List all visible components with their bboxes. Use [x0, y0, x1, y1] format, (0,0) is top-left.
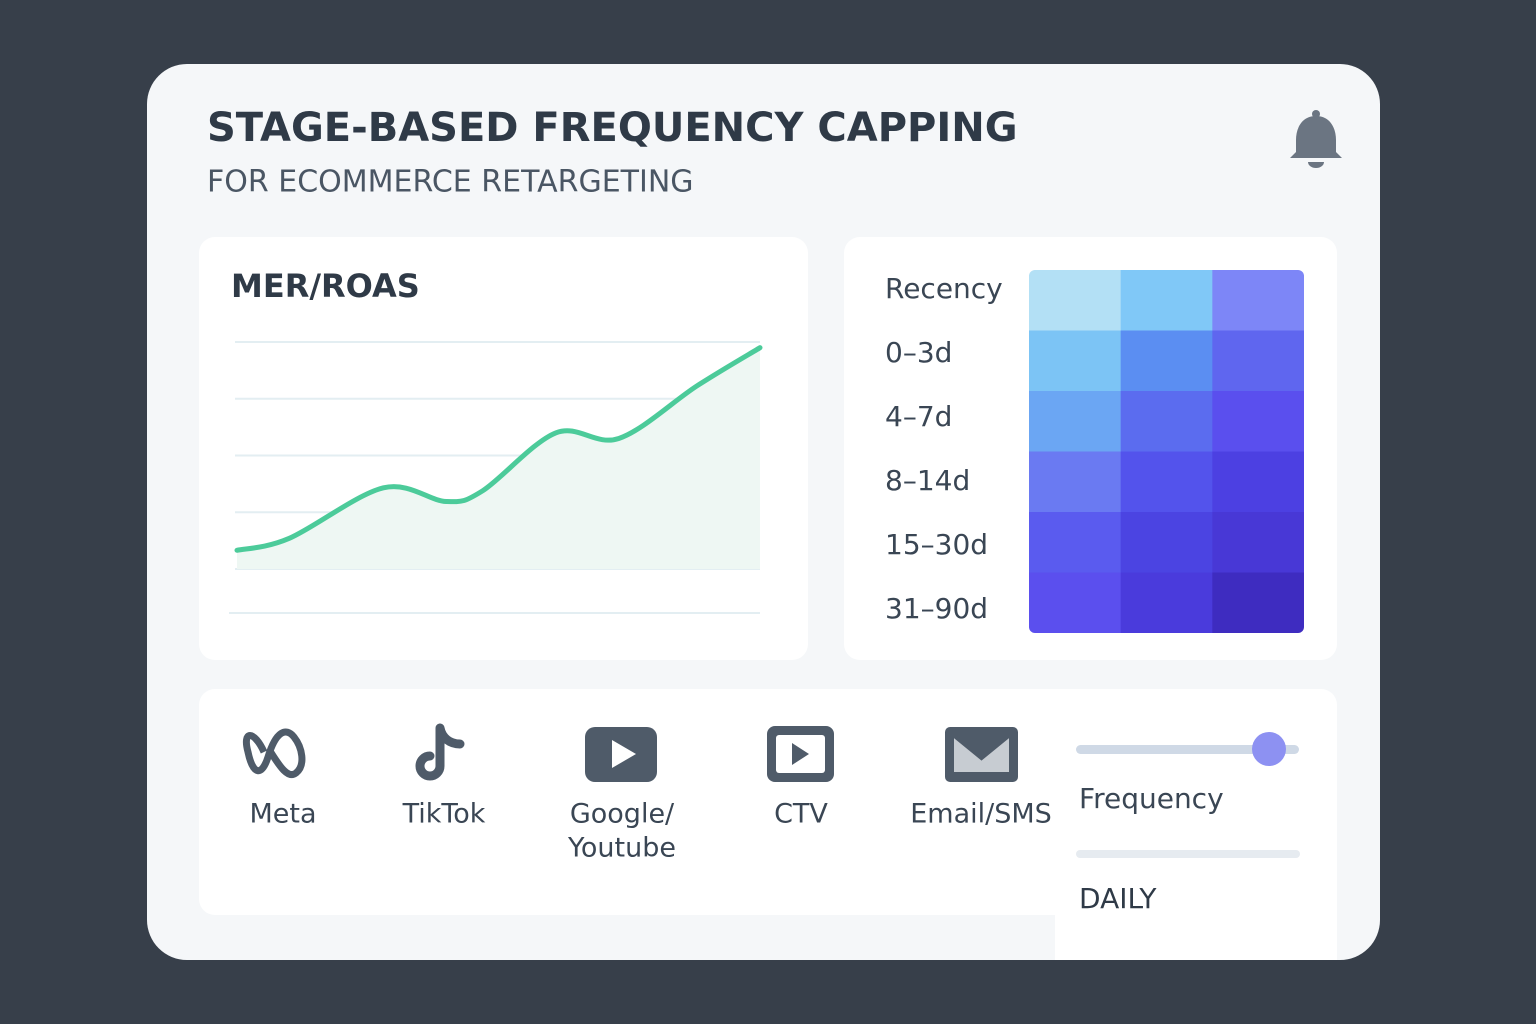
ctv-play — [792, 743, 809, 765]
heat-cell — [1120, 270, 1213, 331]
row-label: Recency — [885, 272, 1003, 305]
heat-cell — [1212, 451, 1304, 513]
meta-icon — [243, 728, 306, 778]
line — [234, 345, 763, 553]
heat-cell — [1120, 451, 1213, 513]
area — [237, 347, 760, 569]
cells — [1029, 270, 1304, 633]
heatmap: Recency 0–3d 4–7d 8–14d 15–30d 31–90d — [885, 270, 1304, 633]
channel-label: TikTok — [402, 799, 486, 830]
channel-label: Google/ — [570, 799, 675, 830]
heat-cell — [1029, 512, 1122, 573]
heat-cell — [1029, 572, 1122, 633]
tiktok-icon — [415, 723, 465, 781]
row-label: 15–30d — [885, 528, 988, 561]
heat-cell — [1212, 330, 1304, 392]
channel-label: Meta — [249, 799, 316, 830]
play-icon — [612, 740, 636, 768]
slider-track[interactable] — [1076, 745, 1299, 754]
envelope — [950, 732, 1013, 776]
heat-cell — [1029, 451, 1122, 513]
bell-icon[interactable] — [1290, 110, 1342, 168]
heat-cell — [1212, 270, 1304, 331]
channel-label: Email/SMS — [910, 799, 1052, 830]
row-label: 31–90d — [885, 592, 988, 625]
channel-panel — [199, 689, 1337, 915]
channels: Meta TikTok Google/Youtube CTV Email/SMS — [243, 723, 1052, 864]
divider — [1076, 850, 1300, 858]
heat-cell — [1120, 330, 1213, 392]
heat-cell — [1029, 330, 1122, 392]
heat-cell — [1120, 391, 1213, 452]
row-label: 8–14d — [885, 464, 970, 497]
subtitle: FOR ECOMMERCE RETARGETING — [207, 165, 694, 200]
title: STAGE-BASED FREQUENCY CAPPING — [207, 105, 1018, 151]
chart-title: MER/ROAS — [231, 267, 420, 305]
heat-cell — [1120, 512, 1213, 573]
heat-cell — [1212, 572, 1304, 633]
heat-cell — [1029, 270, 1122, 331]
channel-label: CTV — [774, 799, 828, 830]
period[interactable]: DAILY — [1079, 882, 1157, 915]
slider-thumb[interactable] — [1252, 732, 1286, 766]
heat-cell — [1212, 512, 1304, 573]
line-chart — [234, 341, 763, 570]
heat-cell — [1029, 391, 1122, 452]
channel-label: Youtube — [567, 833, 676, 864]
heat-cell — [1212, 391, 1304, 452]
row-label: 4–7d — [885, 400, 952, 433]
heat-cell — [1120, 572, 1213, 633]
row-label: 0–3d — [885, 336, 952, 369]
frequency-panel — [1055, 855, 1337, 960]
frequency-label: Frequency — [1079, 782, 1224, 815]
